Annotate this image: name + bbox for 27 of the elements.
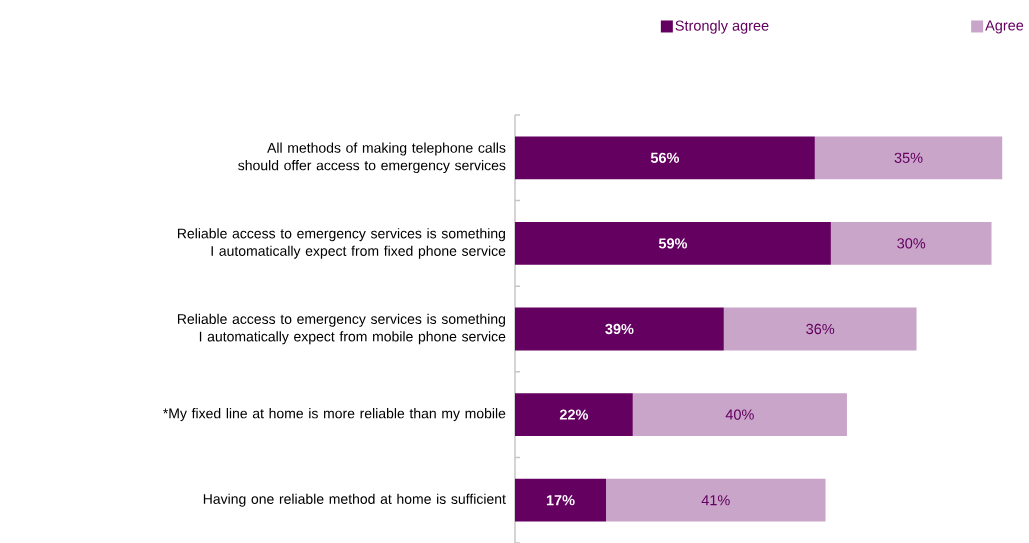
legend-label: Strongly agree xyxy=(675,20,769,34)
y-tick-label: All methods of making telephone calls should offer access to emergency services xyxy=(238,142,506,174)
bar xyxy=(814,136,1003,180)
data-label: 40% xyxy=(725,409,754,420)
bar xyxy=(606,478,826,522)
bar xyxy=(514,307,724,351)
bar xyxy=(514,393,633,436)
bar xyxy=(830,222,992,265)
y-tick-label: Reliable access to emergency services is something I automatically expect from mobile phone service xyxy=(177,313,506,345)
bar xyxy=(514,478,607,522)
data-label: 30% xyxy=(897,238,926,249)
bar xyxy=(632,393,847,436)
bar xyxy=(514,136,815,180)
legend-label: Agree xyxy=(985,20,1024,34)
data-label: 39% xyxy=(605,323,634,335)
data-label: 59% xyxy=(658,238,688,249)
bar xyxy=(514,222,831,265)
data-label: 22% xyxy=(559,409,589,420)
data-label: 35% xyxy=(894,152,923,163)
y-tick-label: Reliable access to emergency services is something I automatically expect from fixed phone service xyxy=(177,228,506,259)
data-label: 36% xyxy=(806,323,835,335)
y-tick-label: *My fixed line at home is more reliable than my mobile xyxy=(163,408,506,422)
data-label: 41% xyxy=(701,495,730,506)
data-label: 17% xyxy=(546,495,575,506)
y-tick-label: Having one reliable method at home is sufficient xyxy=(203,493,506,507)
bar xyxy=(723,307,917,351)
data-label: 56% xyxy=(650,152,680,163)
